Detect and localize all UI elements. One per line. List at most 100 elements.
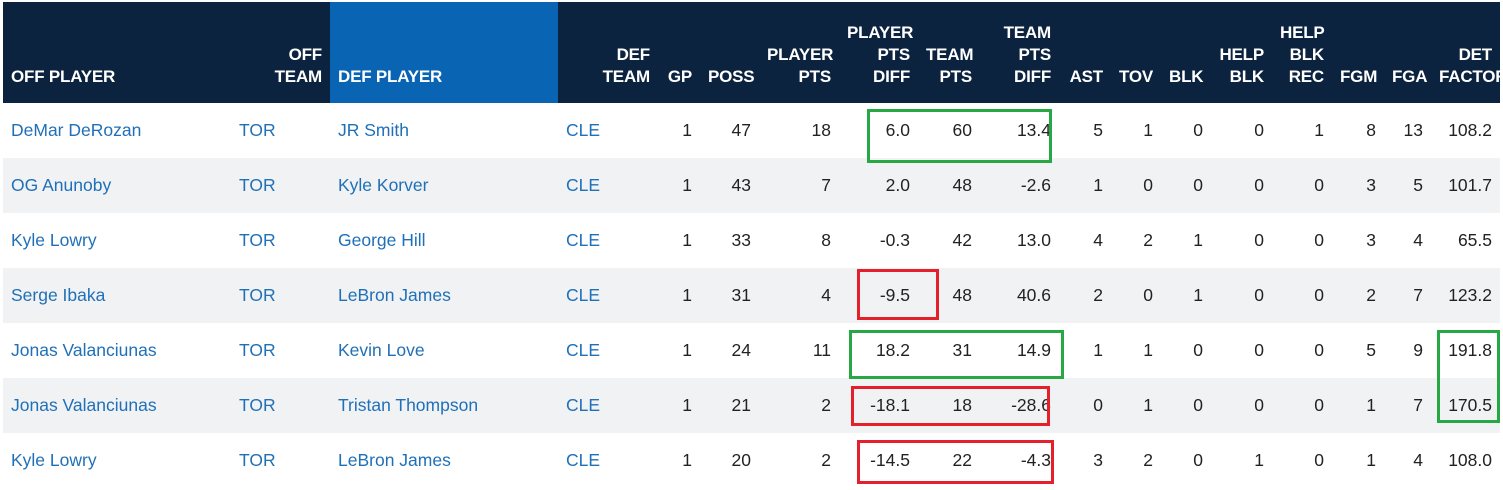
cell-player-pts-diff: 2.0 — [885, 175, 910, 195]
cell-poss: 21 — [731, 395, 751, 415]
cell-fga: 7 — [1413, 285, 1423, 305]
cell-help-blk-rec: 0 — [1314, 450, 1324, 470]
cell-help-blk: 0 — [1254, 175, 1264, 195]
column-header-team-pts[interactable]: TEAM PTS — [918, 2, 980, 103]
table-row: OG Anunoby TOR Kyle Korver CLE 1 43 7 2.0 48 -2.6… — [3, 158, 1500, 213]
cell-off-team[interactable]: TOR — [239, 395, 276, 415]
cell-def-player[interactable]: Kevin Love — [338, 340, 425, 360]
column-header-def-team[interactable]: DEF TEAM — [558, 2, 658, 103]
cell-poss: 47 — [731, 120, 751, 140]
cell-team-pts: 42 — [952, 230, 972, 250]
cell-off-player[interactable]: Kyle Lowry — [11, 450, 97, 470]
cell-off-player[interactable]: Serge Ibaka — [11, 285, 106, 305]
cell-def-team[interactable]: CLE — [566, 230, 601, 250]
cell-def-team[interactable]: CLE — [566, 120, 601, 140]
cell-off-player[interactable]: Jonas Valanciunas — [11, 340, 157, 360]
column-header-det-factor[interactable]: DET FACTOR — [1431, 2, 1503, 103]
table-row: Jonas Valanciunas TOR Kevin Love CLE 1 24 11 18… — [3, 323, 1500, 378]
cell-tov: 1 — [1143, 120, 1153, 140]
cell-gp: 1 — [682, 230, 692, 250]
column-header-gp[interactable]: GP — [658, 2, 700, 103]
cell-off-team[interactable]: TOR — [239, 340, 276, 360]
cell-def-player[interactable]: George Hill — [338, 230, 426, 250]
cell-def-team[interactable]: CLE — [566, 175, 601, 195]
cell-help-blk: 0 — [1254, 120, 1264, 140]
matchup-table-container: OFF PLAYER OFF TEAM DEF PLAYER DEF TEAM … — [3, 2, 1503, 488]
cell-off-team[interactable]: TOR — [239, 450, 276, 470]
column-header-def-player[interactable]: DEF PLAYER — [330, 2, 558, 103]
column-header-help-blk[interactable]: HELP BLK — [1211, 2, 1272, 103]
column-header-tov[interactable]: TOV — [1111, 2, 1161, 103]
cell-fga: 7 — [1413, 395, 1423, 415]
column-header-player-pts[interactable]: PLAYER PTS — [759, 2, 839, 103]
cell-player-pts-diff: -9.5 — [879, 285, 910, 305]
cell-gp: 1 — [682, 450, 692, 470]
cell-team-pts-diff: -2.6 — [1020, 175, 1051, 195]
cell-off-team[interactable]: TOR — [239, 285, 276, 305]
cell-team-pts: 60 — [952, 120, 972, 140]
cell-def-team[interactable]: CLE — [566, 450, 601, 470]
cell-team-pts-diff: 40.6 — [1016, 285, 1051, 305]
column-header-team-pts-diff[interactable]: TEAM PTS DIFF — [980, 2, 1059, 103]
table-row: Kyle Lowry TOR LeBron James CLE 1 20 2 -14.5 22-… — [3, 433, 1500, 488]
cell-player-pts-diff: -0.3 — [879, 230, 910, 250]
column-header-fgm[interactable]: FGM — [1332, 2, 1384, 103]
cell-ast: 2 — [1093, 285, 1103, 305]
matchup-stats-table: OFF PLAYER OFF TEAM DEF PLAYER DEF TEAM … — [3, 2, 1503, 488]
column-header-off-team[interactable]: OFF TEAM — [231, 2, 330, 103]
cell-det-factor: 170.5 — [1448, 395, 1492, 415]
cell-def-player[interactable]: Kyle Korver — [338, 175, 429, 195]
cell-blk: 0 — [1193, 120, 1203, 140]
cell-ast: 5 — [1093, 120, 1103, 140]
cell-def-player[interactable]: Tristan Thompson — [338, 395, 479, 415]
cell-def-player[interactable]: LeBron James — [338, 285, 451, 305]
cell-ast: 0 — [1093, 395, 1103, 415]
cell-det-factor: 123.2 — [1448, 285, 1492, 305]
cell-blk: 1 — [1193, 230, 1203, 250]
cell-def-player[interactable]: LeBron James — [338, 450, 451, 470]
column-header-fga[interactable]: FGA — [1384, 2, 1431, 103]
cell-player-pts-diff: 6.0 — [885, 120, 910, 140]
cell-det-factor: 108.2 — [1448, 120, 1492, 140]
column-header-player-pts-diff[interactable]: PLAYER PTS DIFF — [839, 2, 918, 103]
cell-def-player[interactable]: JR Smith — [338, 120, 409, 140]
cell-tov: 2 — [1143, 230, 1153, 250]
cell-team-pts-diff: -4.3 — [1020, 450, 1051, 470]
cell-off-player[interactable]: DeMar DeRozan — [11, 120, 142, 140]
cell-poss: 24 — [731, 340, 751, 360]
cell-player-pts: 2 — [821, 450, 831, 470]
cell-off-team[interactable]: TOR — [239, 230, 276, 250]
cell-team-pts: 18 — [952, 395, 972, 415]
cell-def-team[interactable]: CLE — [566, 285, 601, 305]
table-row: DeMar DeRozan TOR JR Smith CLE 1 47 18 6.0 60 13.… — [3, 103, 1500, 158]
column-header-ast[interactable]: AST — [1059, 2, 1111, 103]
cell-tov: 1 — [1143, 395, 1153, 415]
column-header-help-blk-rec[interactable]: HELP BLK REC — [1272, 2, 1332, 103]
cell-ast: 1 — [1093, 175, 1103, 195]
cell-team-pts: 48 — [952, 285, 972, 305]
cell-player-pts: 2 — [821, 395, 831, 415]
cell-player-pts: 18 — [811, 120, 831, 140]
cell-off-team[interactable]: TOR — [239, 175, 276, 195]
cell-det-factor: 101.7 — [1448, 175, 1492, 195]
column-header-off-player[interactable]: OFF PLAYER — [3, 2, 231, 103]
cell-blk: 1 — [1193, 285, 1203, 305]
cell-off-player[interactable]: Jonas Valanciunas — [11, 395, 157, 415]
cell-def-team[interactable]: CLE — [566, 340, 601, 360]
cell-team-pts-diff: 14.9 — [1016, 340, 1051, 360]
cell-help-blk-rec: 0 — [1314, 175, 1324, 195]
table-row: Jonas Valanciunas TOR Tristan Thompson CLE 1… — [3, 378, 1500, 433]
column-header-poss[interactable]: POSS — [700, 2, 759, 103]
cell-help-blk-rec: 0 — [1314, 395, 1324, 415]
cell-blk: 0 — [1193, 450, 1203, 470]
cell-tov: 0 — [1143, 285, 1153, 305]
cell-team-pts: 48 — [952, 175, 972, 195]
cell-poss: 31 — [731, 285, 751, 305]
cell-player-pts: 8 — [821, 230, 831, 250]
cell-off-player[interactable]: Kyle Lowry — [11, 230, 97, 250]
cell-off-player[interactable]: OG Anunoby — [11, 175, 112, 195]
column-header-blk[interactable]: BLK — [1161, 2, 1211, 103]
cell-def-team[interactable]: CLE — [566, 395, 601, 415]
cell-off-team[interactable]: TOR — [239, 120, 276, 140]
cell-tov: 2 — [1143, 450, 1153, 470]
